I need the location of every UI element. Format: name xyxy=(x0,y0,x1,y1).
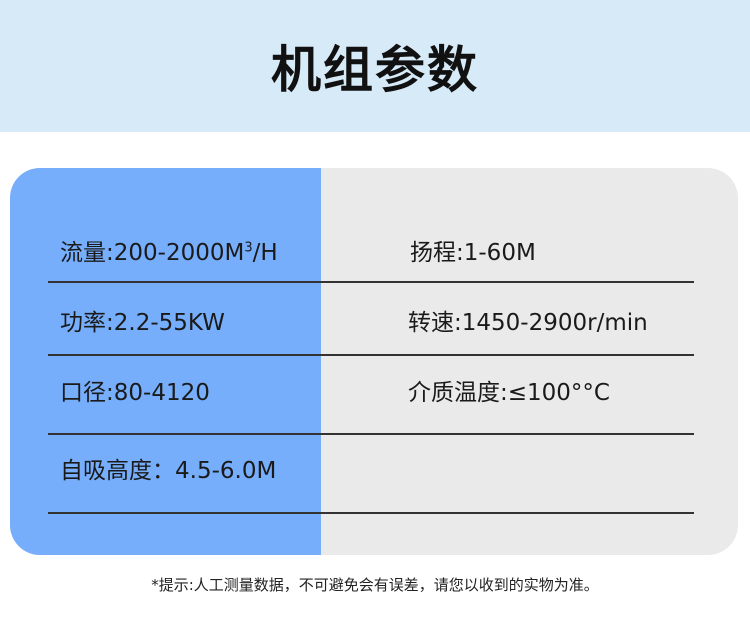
parameter-table: 流量:200-2000M3/H 扬程:1-60M 功率:2.2-55KW 转速:… xyxy=(10,168,738,555)
param-suction-height: 自吸高度：4.5-6.0M xyxy=(60,458,277,484)
page-title: 机组参数 xyxy=(271,41,479,99)
param-diameter: 口径:80-4120 xyxy=(60,380,210,406)
footer-note: *提示:人工测量数据，不可避免会有误差，请您以收到的实物为准。 xyxy=(151,576,599,594)
left-column-background xyxy=(10,168,321,555)
row-divider xyxy=(48,354,694,356)
header-banner: 机组参数 xyxy=(0,0,750,132)
row-divider xyxy=(48,281,694,283)
param-flow: 流量:200-2000M3/H xyxy=(60,240,278,266)
row-divider xyxy=(48,433,694,435)
row-divider xyxy=(48,512,694,514)
param-speed: 转速:1450-2900r/min xyxy=(408,310,648,336)
param-power: 功率:2.2-55KW xyxy=(60,310,225,336)
param-medium-temperature: 介质温度:≤100°°C xyxy=(408,380,610,406)
param-head: 扬程:1-60M xyxy=(410,240,536,266)
